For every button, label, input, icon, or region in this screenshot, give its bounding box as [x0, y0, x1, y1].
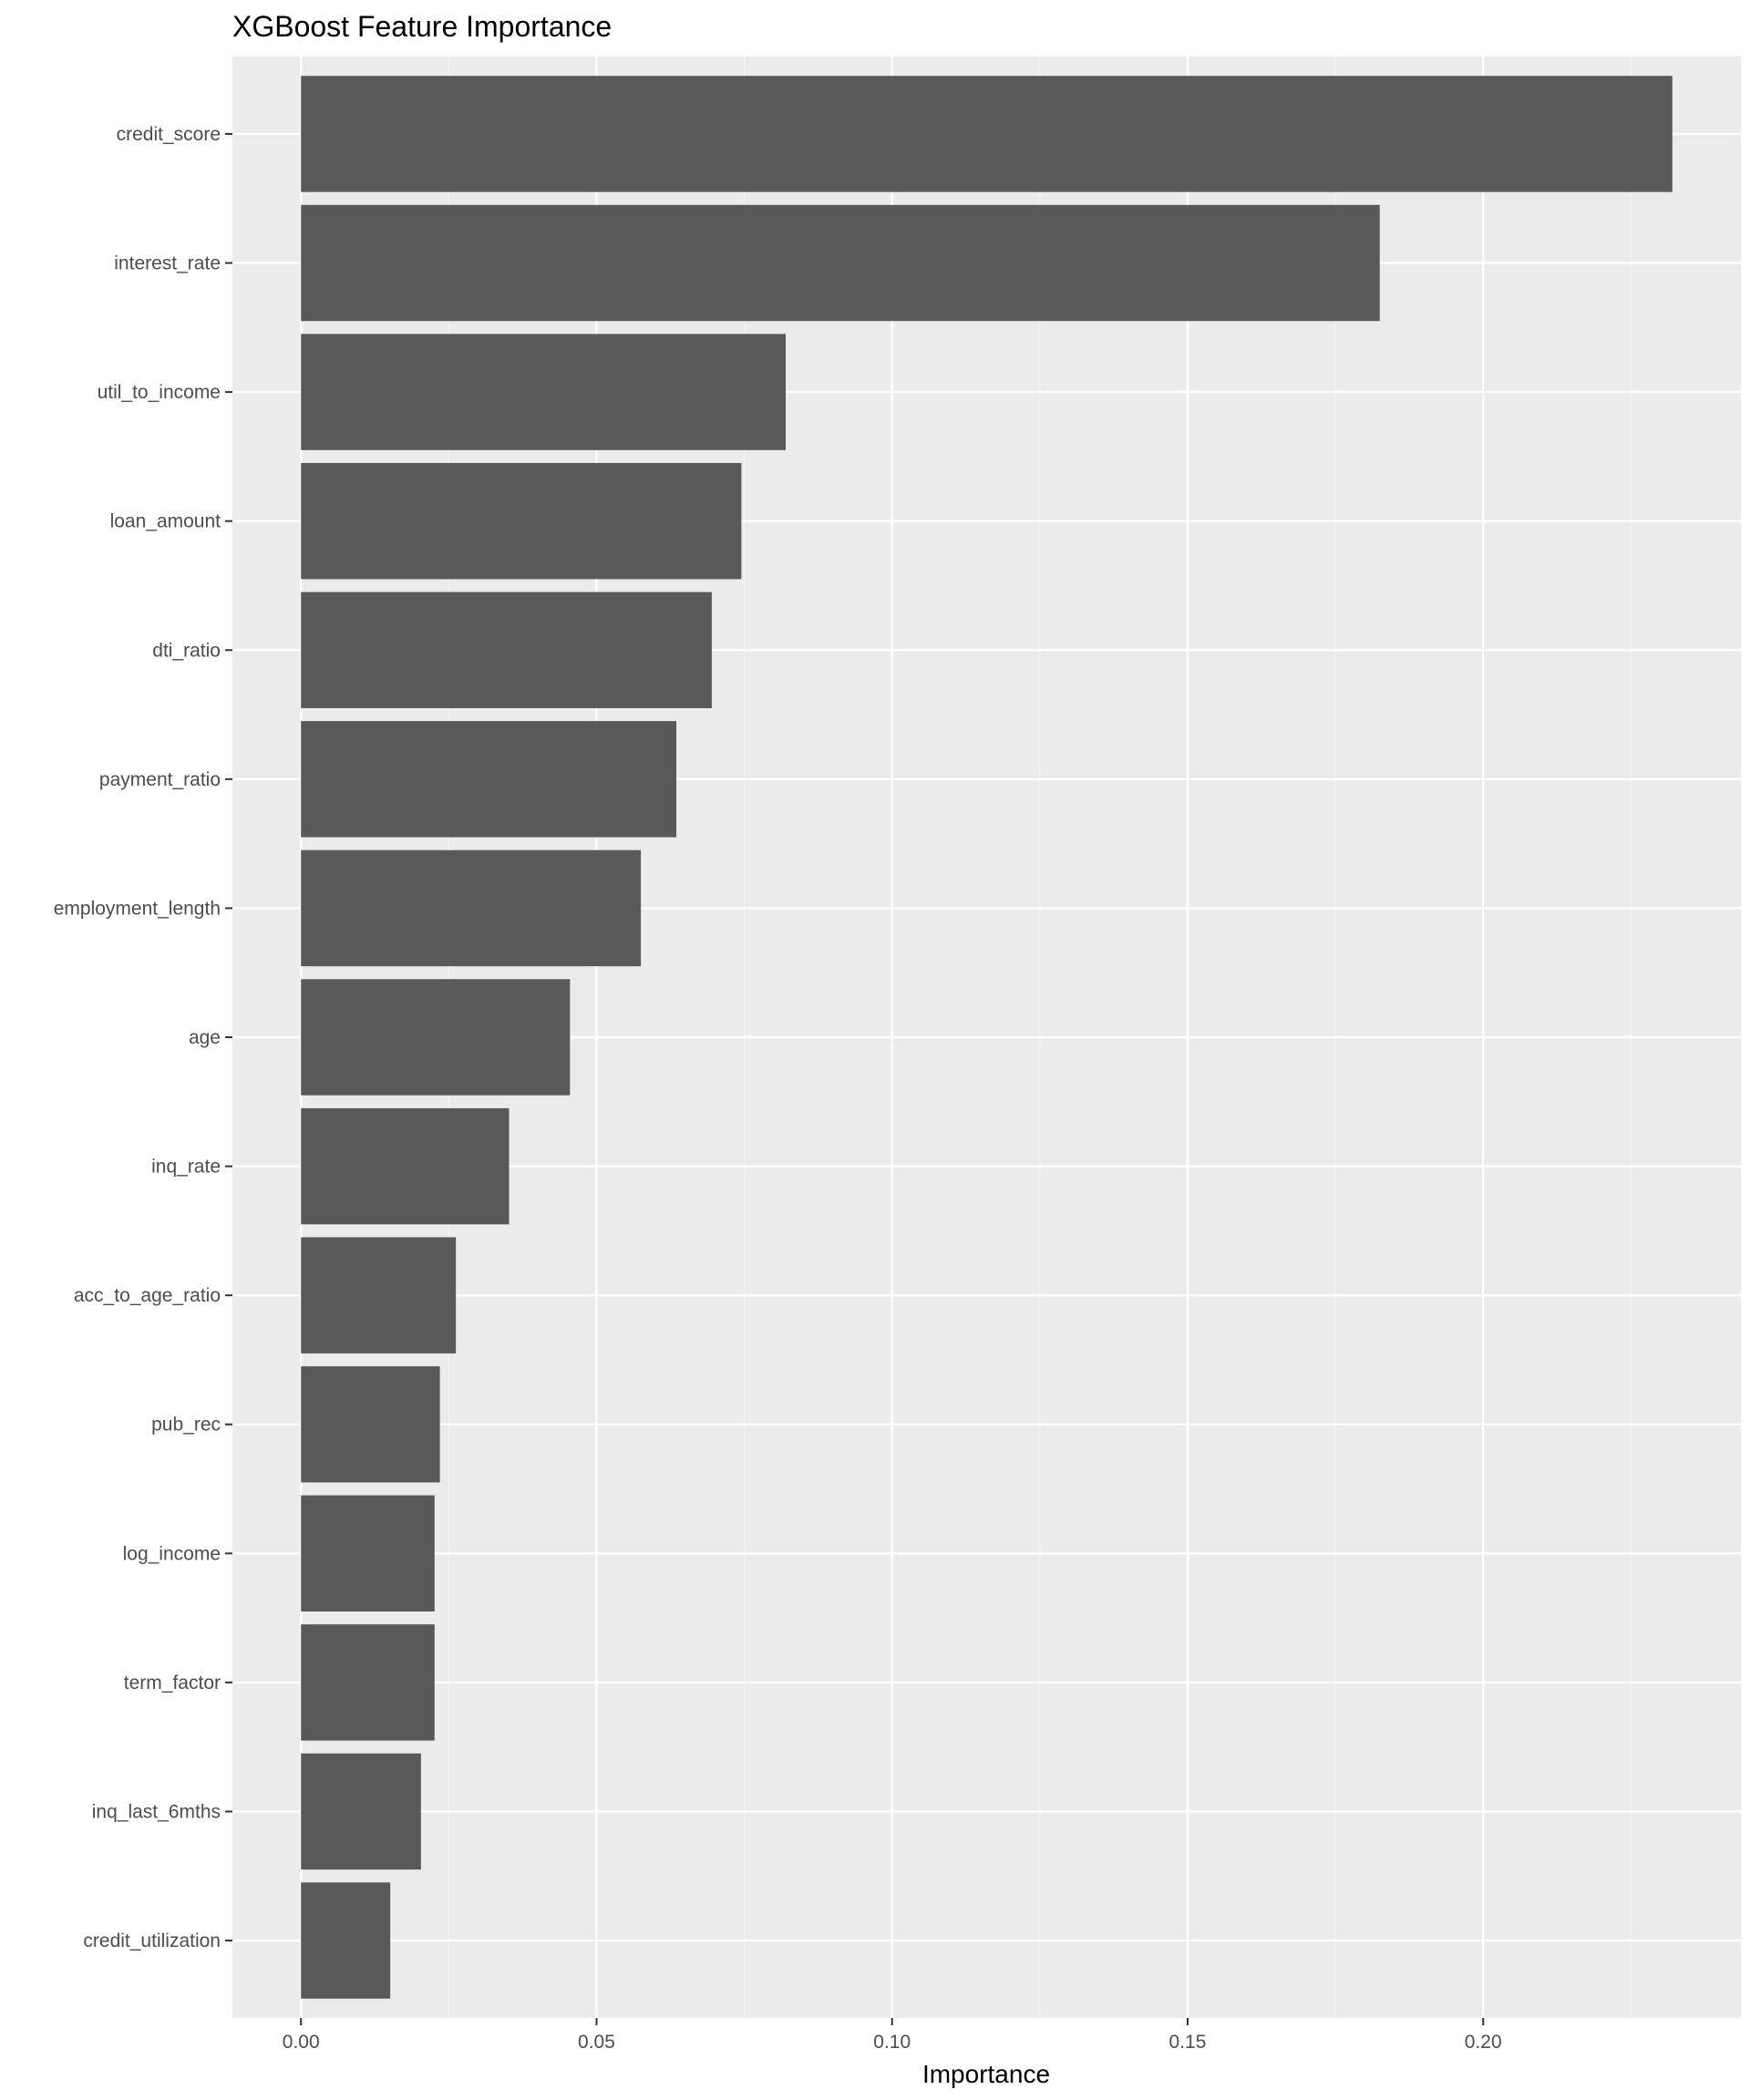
y-tick-label: credit_utilization	[83, 1930, 221, 1951]
bar-credit_utilization	[301, 1882, 391, 1999]
bars	[301, 76, 1673, 1999]
x-tick-label: 0.05	[578, 2032, 615, 2053]
bar-log_income	[301, 1495, 435, 1612]
x-tick-label: 0.10	[873, 2032, 911, 2053]
bar-interest_rate	[301, 204, 1380, 322]
y-tick-label: credit_score	[117, 124, 221, 145]
y-tick-label: term_factor	[124, 1673, 221, 1693]
y-tick-label: log_income	[123, 1543, 221, 1564]
y-tick-label: employment_length	[54, 898, 221, 919]
y-tick-label: pub_rec	[151, 1415, 221, 1436]
x-tick-label: 0.15	[1169, 2032, 1207, 2053]
bar-inq_rate	[301, 1107, 510, 1225]
bar-age	[301, 979, 571, 1096]
bar-dti_ratio	[301, 592, 712, 708]
bar-acc_to_age_ratio	[301, 1237, 457, 1354]
x-tick-label: 0.20	[1465, 2032, 1502, 2053]
bar-pub_rec	[301, 1366, 440, 1483]
bar-payment_ratio	[301, 721, 677, 838]
y-tick-label: age	[189, 1027, 221, 1048]
x-tick-label: 0.00	[283, 2032, 320, 2053]
y-tick-label: inq_last_6mths	[92, 1801, 221, 1822]
y-tick-label: inq_rate	[151, 1157, 221, 1178]
bar-inq_last_6mths	[301, 1753, 421, 1870]
y-tick-label: util_to_income	[98, 382, 221, 403]
y-tick-label: dti_ratio	[152, 640, 221, 661]
bar-loan_amount	[301, 462, 742, 580]
chart-title: XGBoost Feature Importance	[232, 10, 612, 43]
x-axis-title: Importance	[922, 2060, 1050, 2088]
y-tick-label: loan_amount	[110, 511, 221, 532]
y-tick-label: payment_ratio	[99, 769, 221, 790]
bar-term_factor	[301, 1624, 435, 1741]
y-axis: credit_score interest_rate util_to_incomel…	[54, 124, 232, 1951]
x-axis: 0.00 0.05 0.10 0.15 0.20	[283, 2018, 1502, 2053]
bar-employment_length	[301, 849, 642, 967]
bar-util_to_income	[301, 334, 787, 450]
bar-credit_score	[301, 76, 1673, 192]
y-tick-label: acc_to_age_ratio	[74, 1285, 221, 1306]
y-tick-label: interest_rate	[114, 253, 221, 274]
